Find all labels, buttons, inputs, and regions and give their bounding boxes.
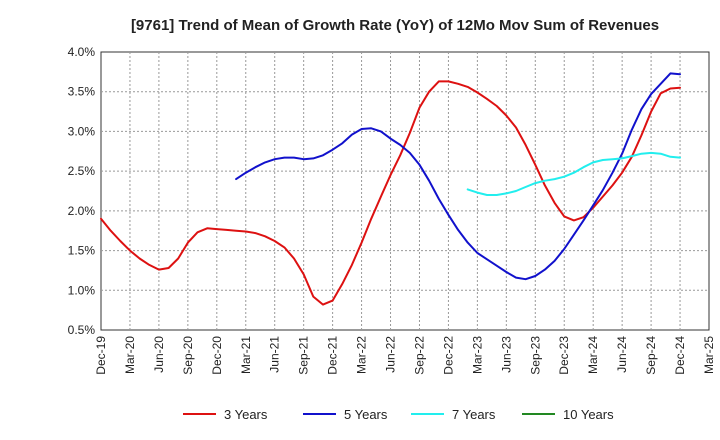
series-line-7-years (466, 151, 681, 196)
grid-lines (101, 52, 709, 330)
plot-frame (100, 51, 710, 331)
x-tick-label: Dec-23 (557, 336, 571, 375)
y-tick-label: 0.5% (68, 323, 96, 337)
x-tick-label: Dec-22 (441, 336, 455, 375)
y-axis: 0.5% 1.0% 1.5% 2.0% 2.5% 3.0% 3.5% 4.0% (68, 45, 96, 337)
legend-label-2: 5 Years (344, 407, 388, 422)
y-tick-label: 2.5% (68, 164, 96, 178)
x-tick-label: Jun-21 (268, 336, 282, 373)
series-lines (100, 72, 681, 306)
x-tick-label: Mar-23 (470, 336, 484, 374)
x-tick-label: Mar-21 (239, 336, 253, 374)
series-line-5-years (235, 72, 681, 281)
x-tick-label: Dec-20 (210, 336, 224, 375)
x-tick-label: Dec-24 (673, 336, 687, 375)
y-tick-label: 3.0% (68, 124, 96, 138)
x-tick-label: Sep-22 (412, 336, 426, 375)
y-tick-label: 4.0% (68, 45, 96, 59)
legend-label-1: 3 Years (224, 407, 268, 422)
x-tick-label: Mar-24 (586, 336, 600, 374)
x-tick-label: Sep-21 (297, 336, 311, 375)
y-tick-label: 1.5% (68, 244, 96, 258)
x-tick-label: Sep-24 (644, 336, 658, 375)
plot-area (100, 51, 710, 331)
x-tick-label: Dec-21 (326, 336, 340, 375)
x-tick-label: Mar-22 (355, 336, 369, 374)
x-tick-label: Mar-25 (702, 336, 716, 374)
y-tick-label: 1.0% (68, 283, 96, 297)
legend: 3 Years 5 Years 7 Years 10 Years (183, 407, 614, 422)
legend-label-4: 10 Years (563, 407, 614, 422)
y-tick-label: 3.5% (68, 85, 96, 99)
chart-title: [9761] Trend of Mean of Growth Rate (YoY… (131, 17, 659, 34)
x-tick-label: Dec-19 (94, 336, 108, 375)
x-tick-label: Jun-24 (615, 336, 629, 373)
legend-label-3: 7 Years (452, 407, 496, 422)
x-tick-label: Sep-23 (528, 336, 542, 375)
x-tick-label: Sep-20 (181, 336, 195, 375)
series-line-3-years (100, 80, 681, 306)
x-tick-label: Jun-20 (152, 336, 166, 373)
y-tick-label: 2.0% (68, 204, 96, 218)
x-tick-label: Jun-22 (384, 336, 398, 373)
x-axis: Dec-19 Mar-20 Jun-20 Sep-20 Dec-20 Mar-21 Jun-… (94, 336, 716, 375)
x-tick-label: Mar-20 (123, 336, 137, 374)
x-tick-label: Jun-23 (499, 336, 513, 373)
